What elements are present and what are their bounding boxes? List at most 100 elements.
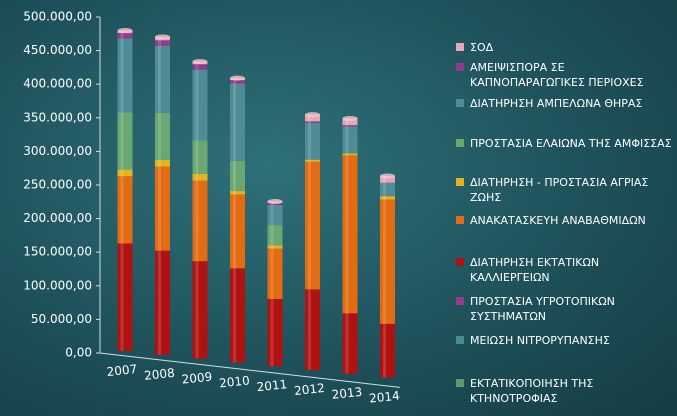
x-tick-label: 2008 [144, 366, 176, 383]
legend-label: ΠΡΟΣΤΑΣΙΑ ΥΓΡΟΤΟΠΙΚΩΝ ΣΥΣΤΗΜΑΤΩΝ [470, 295, 615, 323]
y-tick-label: 200.000,00 [23, 211, 92, 225]
bar-cap [342, 115, 358, 121]
y-tick-label: 0,00 [65, 346, 92, 360]
bar-segment [380, 182, 395, 197]
bar-segment [192, 173, 208, 181]
y-tick-label: 300.000,00 [23, 144, 92, 158]
x-axis [99, 352, 401, 388]
legend-label: ΜΕΙΩΣΗ ΝΙΤΡΟΡΥΠΑΝΣΗΣ [470, 334, 610, 347]
legend-swatch [456, 43, 464, 51]
bar-shine [383, 176, 386, 378]
bar-segment [230, 160, 245, 192]
legend-label: ΕΚΤΑΤΙΚΟΠΟΙΗΣΗ ΤΗΣ ΚΤΗΝΟΤΡΟΦΙΑΣ [470, 377, 594, 405]
y-tick-label: 450.000,00 [23, 43, 92, 57]
x-tick-label: 2012 [294, 381, 326, 398]
y-tick-label: 150.000,00 [23, 245, 92, 259]
legend-swatch [456, 336, 464, 344]
bar-cap [267, 199, 283, 205]
bar-segment [230, 83, 245, 161]
bar-cap [192, 59, 208, 65]
bar-segment [155, 45, 170, 113]
bar-segment [342, 313, 358, 374]
bar-segment [117, 243, 133, 351]
bar-segment [342, 118, 358, 126]
x-tick-label: 2011 [256, 377, 288, 394]
y-tick-label: 250.000,00 [23, 178, 92, 192]
bar-segment [305, 289, 320, 370]
bar-shine [195, 61, 199, 359]
bar-segment [155, 40, 170, 46]
bar-cap [380, 173, 395, 179]
bar-segment [117, 112, 133, 170]
bar-segment [192, 261, 208, 359]
bar-segment [155, 250, 170, 355]
bar-segment [192, 64, 208, 70]
x-tick-label: 2014 [369, 389, 401, 406]
bar-segment [342, 155, 358, 314]
bar-segment [155, 112, 170, 160]
y-tick-label: 500.000,00 [23, 10, 92, 24]
bar-segment [305, 114, 320, 122]
bar-segment [267, 204, 283, 226]
bar-cap [155, 34, 170, 40]
legend-label: ΔΙΑΤΗΡΗΣΗ - ΠΡΟΣΤΑΣΙΑ ΑΓΡΙΑΣ ΖΩΗΣ [470, 176, 649, 204]
legend-label: ΣΟΔ [470, 41, 494, 54]
legend-swatch [456, 258, 464, 266]
legend-label: ΑΝΑΚΑΤΑΣΚΕΥΗ ΑΝΑΒΑΘΜΙΔΩΝ [470, 214, 646, 227]
bar-segment [192, 180, 208, 262]
y-tick-label: 400.000,00 [23, 77, 92, 91]
legend-swatch [456, 178, 464, 186]
bar-segment [155, 159, 170, 167]
x-tick-label: 2007 [106, 362, 138, 379]
legend-label: ΔΙΑΤΗΡΗΣΗ ΕΚΤΑΤΙΚΩΝ ΚΑΛΛΙΕΡΓΕΙΩΝ [470, 256, 600, 284]
bar-cap [230, 75, 245, 81]
bar-segment [305, 159, 320, 162]
legend-swatch [456, 216, 464, 224]
bar-segment [155, 166, 170, 251]
bar-segment [230, 268, 245, 363]
bar-shine [233, 78, 236, 363]
y-tick-label: 50.000,00 [31, 312, 92, 326]
bar-segment [305, 161, 320, 290]
bar-segment [117, 169, 133, 177]
y-tick-label: 350.000,00 [23, 110, 92, 124]
bar-shine [120, 30, 124, 352]
bar-shine [345, 118, 349, 374]
bar-segment [267, 248, 283, 299]
bar-segment [117, 176, 133, 244]
bar-segment [230, 194, 245, 269]
bar-shine [308, 114, 311, 370]
bar-segment [380, 199, 395, 324]
legend-swatch [456, 99, 464, 107]
x-tick-label: 2010 [219, 373, 251, 390]
bar-segment [380, 176, 395, 183]
legend-swatch [456, 139, 464, 147]
legend-swatch [456, 379, 464, 387]
legend-swatch [456, 297, 464, 305]
bar-cap [117, 27, 133, 33]
bar-shine [158, 36, 161, 355]
bar-segment [267, 299, 283, 367]
bar-segment [117, 33, 133, 39]
bar-segment [305, 122, 320, 160]
bar-segment [117, 38, 133, 113]
bar-segment [192, 140, 208, 174]
bar-segment [305, 121, 320, 123]
bar-segment [380, 196, 395, 200]
legend-label: ΠΡΟΣΤΑΣΙΑ ΕΛΑΙΩΝΑ ΤΗΣ ΑΜΦΙΣΣΑΣ [470, 137, 672, 150]
legend-label: ΔΙΑΤΗΡΗΣΗ ΑΜΠΕΛΩΝΑ ΘΗΡΑΣ [470, 97, 643, 110]
x-tick-label: 2009 [181, 370, 213, 387]
legend-swatch [456, 63, 464, 71]
x-tick-label: 2013 [331, 385, 363, 402]
bar-segment [230, 191, 245, 195]
bar-segment [230, 80, 245, 84]
bar-segment [342, 153, 358, 156]
bar-segment [342, 125, 358, 127]
bar-cap [305, 112, 320, 118]
bar-segment [192, 69, 208, 141]
bar-segment [267, 225, 283, 246]
y-tick-label: 100.000,00 [23, 278, 92, 292]
bar-shine [270, 201, 274, 367]
